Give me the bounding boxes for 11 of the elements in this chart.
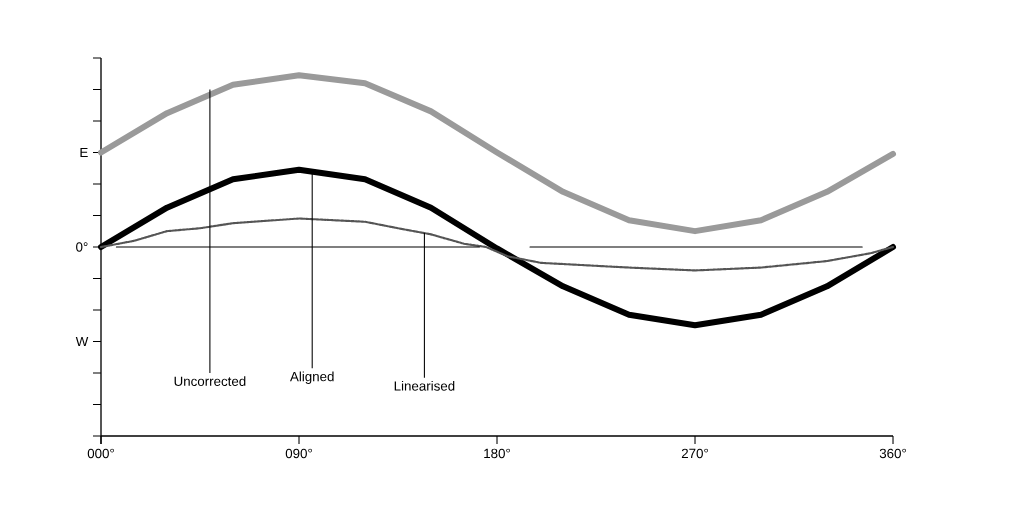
- annotation: Aligned: [289, 371, 334, 384]
- x-tick-label: 180°: [484, 448, 510, 459]
- annotation: Linearised: [394, 380, 455, 391]
- x-tick-label: 360°: [879, 448, 906, 459]
- text: 0°: [76, 242, 88, 252]
- text: E: [80, 147, 88, 158]
- text: W: [75, 336, 89, 347]
- x-tick-label: 090°: [285, 448, 312, 459]
- x-tick-label: 270°: [681, 448, 708, 459]
- x-tick-label: 000°: [87, 448, 114, 459]
- annotation: Uncorrected: [174, 376, 246, 386]
